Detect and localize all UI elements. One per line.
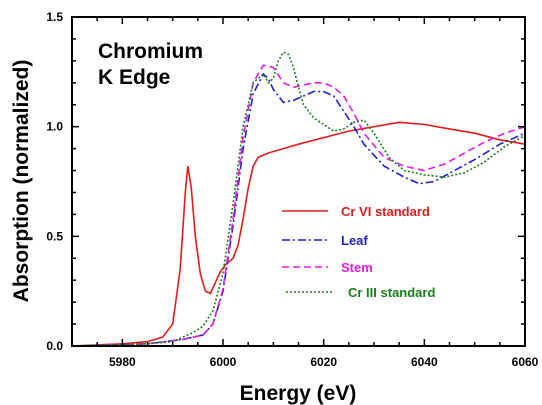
series-line-3 <box>71 51 526 347</box>
y-tick-label: 1.5 <box>46 10 63 24</box>
x-tick-label: 5980 <box>109 355 136 369</box>
x-axis-title: Energy (eV) <box>240 382 357 405</box>
legend-label-0: Cr VI standard <box>341 204 430 219</box>
y-axis-title: Absorption (normalized) <box>10 60 33 303</box>
y-tick-label: 1.0 <box>46 120 63 134</box>
legend-label-3: Cr III standard <box>348 285 435 300</box>
ticks-layer: 5980 6000 6020 6040 6060 0.0 0.5 1.0 1.5 <box>46 10 538 369</box>
series-line-1 <box>71 72 526 347</box>
legend: Cr VI standard Leaf Stem Cr III standard <box>282 204 435 300</box>
x-tick-label: 6020 <box>310 355 337 369</box>
x-tick-label: 6040 <box>411 355 438 369</box>
x-tick-label: 6060 <box>512 355 539 369</box>
series-layer <box>71 51 526 347</box>
legend-label-2: Stem <box>341 260 373 275</box>
annotation-line-1: Chromium <box>98 40 203 63</box>
legend-label-1: Leaf <box>341 233 368 248</box>
y-tick-label: 0.5 <box>46 229 63 243</box>
annotation-line-2: K Edge <box>98 66 170 89</box>
y-tick-label: 0.0 <box>46 339 63 353</box>
x-tick-label: 6000 <box>210 355 237 369</box>
series-line-2 <box>71 64 526 347</box>
series-line-0 <box>71 121 526 347</box>
